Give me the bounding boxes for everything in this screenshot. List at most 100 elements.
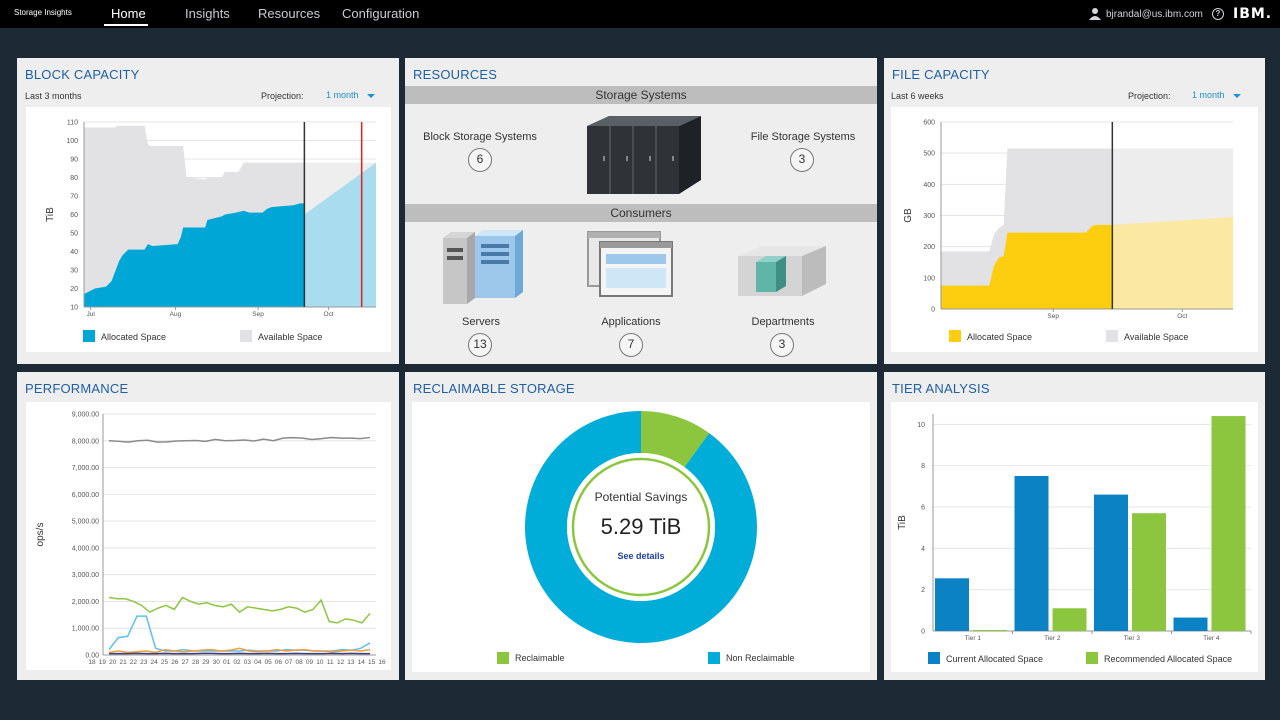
donut-slice-non-reclaimable <box>524 411 757 643</box>
block-y-tick: 90 <box>70 157 78 164</box>
departments-count[interactable]: 3 <box>770 333 794 357</box>
file-legend-allocated-swatch <box>949 330 961 342</box>
applications-label[interactable]: Applications <box>601 316 661 328</box>
tier-bar-current <box>935 578 969 631</box>
perf-x-tick: 14 <box>358 659 366 666</box>
applications-count[interactable]: 7 <box>619 333 643 357</box>
perf-x-tick: 11 <box>327 659 334 666</box>
resources-title: RESOURCES <box>413 67 498 82</box>
block-storage-label[interactable]: Block Storage Systems <box>423 131 537 143</box>
legend-label: Reclaimable <box>515 653 565 663</box>
perf-x-tick: 09 <box>306 659 314 666</box>
see-details-link[interactable]: See details <box>617 551 665 561</box>
block-capacity-panel: BLOCK CAPACITY Last 3 months Projection:… <box>17 58 399 364</box>
perf-y-tick: 0.00 <box>85 653 99 660</box>
block-capacity-title: BLOCK CAPACITY <box>25 67 140 82</box>
storage-systems-band: Storage Systems <box>405 86 877 104</box>
reclaimable-storage-title: RECLAIMABLE STORAGE <box>413 381 575 396</box>
applications-icon <box>587 231 673 297</box>
nav-resources[interactable]: Resources <box>258 6 321 21</box>
tier-analysis-svg: 0 2 4 6 8 10 Tier 1 Tier 2 Tier 3 Tier 4 TiB Curren… <box>897 414 1252 664</box>
nav-home[interactable]: Home <box>111 6 146 21</box>
file-projection-dropdown[interactable]: 1 month <box>1192 90 1225 100</box>
tier-bar-recommended <box>1052 608 1087 631</box>
chevron-down-icon[interactable] <box>367 94 375 98</box>
tier-legend-recommended-label: Recommended Allocated Space <box>1104 654 1232 664</box>
block-y-tick: 70 <box>70 194 78 201</box>
legend-swatch <box>708 652 720 664</box>
perf-x-tick: 27 <box>182 659 190 666</box>
tier-legend-current-label: Current Allocated Space <box>946 654 1043 664</box>
perf-x-tick: 24 <box>151 659 159 666</box>
help-icon[interactable]: ? <box>1212 8 1224 20</box>
chevron-down-icon[interactable] <box>1233 94 1241 98</box>
file-storage-label[interactable]: File Storage Systems <box>750 131 856 143</box>
user-icon[interactable] <box>1089 7 1101 20</box>
potential-savings-label: Potential Savings <box>594 490 688 504</box>
block-capacity-svg: 10 20 30 40 50 60 70 80 90 100 110 Jul Aug Sep Oct TiB A… <box>45 120 376 342</box>
block-y-tick: 50 <box>70 231 78 238</box>
tier-legend-current-swatch <box>928 652 940 664</box>
perf-y-tick: 8,000.00 <box>72 438 99 445</box>
perf-y-tick: 3,000.00 <box>72 572 99 579</box>
perf-y-tick: 7,000.00 <box>72 465 99 472</box>
departments-label[interactable]: Departments <box>751 316 815 328</box>
perf-x-tick: 06 <box>275 659 283 666</box>
perf-y-tick: 4,000.00 <box>72 545 99 552</box>
legend-label: Non Reclaimable <box>726 653 795 663</box>
tier-y-label: TiB <box>897 515 908 530</box>
file-legend-available-swatch <box>1106 330 1118 342</box>
nav-configuration[interactable]: Configuration <box>342 6 420 21</box>
block-projection-dropdown[interactable]: 1 month <box>326 90 359 100</box>
perf-x-tick: 03 <box>244 659 252 666</box>
tier-x-tick: Tier 4 <box>1203 635 1220 642</box>
file-storage-count[interactable]: 3 <box>790 148 814 172</box>
file-y-tick: 300 <box>923 213 935 220</box>
block-y-tick: 60 <box>70 212 78 219</box>
file-y-tick: 200 <box>923 244 935 251</box>
resources-panel: RESOURCES Storage Systems Block Storage … <box>405 58 877 364</box>
servers-label[interactable]: Servers <box>462 316 500 328</box>
donut-slice-reclaimable <box>641 411 710 468</box>
block-y-tick: 20 <box>70 286 78 293</box>
perf-x-tick: 16 <box>378 659 386 666</box>
file-legend-allocated-label: Allocated Space <box>967 332 1032 342</box>
potential-savings-value: 5.29 TiB <box>600 514 682 539</box>
block-storage-count[interactable]: 6 <box>468 148 492 172</box>
block-capacity-chart: 10 20 30 40 50 60 70 80 90 100 110 Jul Aug Sep Oct TiB A… <box>26 107 391 352</box>
storage-rack-icon <box>587 116 701 194</box>
perf-x-tick: 01 <box>223 659 231 666</box>
perf-x-tick: 21 <box>119 659 127 666</box>
perf-x-tick: 04 <box>254 659 262 666</box>
nav-insights[interactable]: Insights <box>185 6 230 21</box>
reclaimable-donut-svg <box>524 411 757 643</box>
perf-x-tick: 22 <box>130 659 138 666</box>
block-projection-label: Projection: <box>261 91 304 101</box>
perf-x-tick: 20 <box>109 659 117 666</box>
file-y-tick: 500 <box>923 151 935 158</box>
legend-non-reclaimable[interactable]: Non Reclaimable <box>708 652 795 664</box>
tier-analysis-panel: TIER ANALYSIS 0 2 4 6 8 10 Tier 1 Tier 2 Tier 3 T… <box>884 372 1265 680</box>
user-email[interactable]: bjrandal@us.ibm.com <box>1106 9 1203 20</box>
top-nav-bar: Storage Insights Home Insights Resources… <box>0 0 1280 28</box>
ibm-logo: IBM. <box>1233 6 1273 22</box>
file-capacity-title: FILE CAPACITY <box>892 67 990 82</box>
tier-y-tick: 4 <box>921 546 925 553</box>
tier-bar-recommended <box>1211 416 1246 631</box>
perf-y-tick: 2,000.00 <box>72 599 99 606</box>
tier-x-tick: Tier 1 <box>965 635 982 642</box>
perf-x-tick: 15 <box>368 659 376 666</box>
servers-count[interactable]: 13 <box>468 333 492 357</box>
perf-x-tick: 23 <box>140 659 148 666</box>
perf-x-tick: 08 <box>296 659 304 666</box>
legend-reclaimable[interactable]: Reclaimable <box>497 652 565 664</box>
perf-x-tick: 12 <box>337 659 345 666</box>
perf-x-tick: 07 <box>285 659 293 666</box>
tier-analysis-chart: 0 2 4 6 8 10 Tier 1 Tier 2 Tier 3 Tier 4 TiB Curren… <box>891 402 1258 672</box>
block-x-tick: Oct <box>324 311 334 318</box>
performance-chart: 0.00 1,000.00 2,000.00 3,000.00 4,000.00 5,00… <box>26 402 391 670</box>
file-projection-allocated <box>1112 217 1233 309</box>
reclaimable-chart: Potential Savings 5.29 TiB See details R… <box>412 402 870 672</box>
block-y-tick: 100 <box>66 138 78 145</box>
tier-bar-current <box>1173 617 1208 631</box>
